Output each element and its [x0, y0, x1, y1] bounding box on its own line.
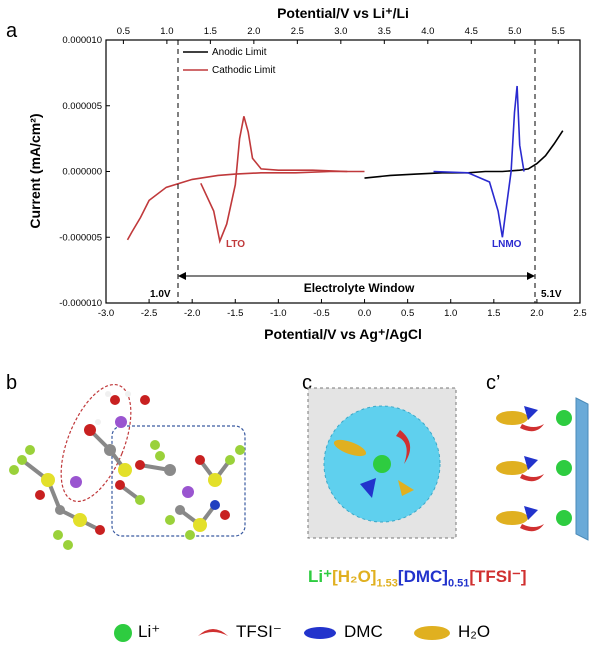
legend-tfsi: TFSI⁻ — [236, 622, 282, 641]
h2o-molecule — [333, 439, 367, 457]
y-tick-label: 0.000010 — [62, 35, 102, 46]
lto-label: LTO — [226, 239, 245, 250]
legend-li: Li⁺ — [138, 622, 161, 641]
li-atom-3 — [182, 486, 194, 498]
y-tick-label: -0.000010 — [59, 298, 102, 309]
x2-tick-label: 0.5 — [117, 26, 130, 37]
series-line-anodic-limit — [364, 130, 564, 179]
interface-row-3 — [496, 506, 572, 532]
solvation-sheath-diagram — [307, 387, 457, 539]
atoms — [9, 391, 245, 550]
lnmo-label: LNMO — [492, 239, 522, 250]
cv-chart: Potential/V vs Li⁺/Li Potential/V vs Ag⁺… — [27, 5, 587, 342]
legend-dmc: DMC — [344, 622, 383, 641]
electrolyte-formula: Li⁺[H₂O]1.53[DMC]0.51[TFSI⁻] — [308, 567, 527, 589]
interface-row-2 — [496, 456, 572, 482]
x-tick-label: 0.5 — [401, 308, 414, 319]
formula-li: Li⁺ — [308, 567, 333, 586]
x2-tick-label: 3.5 — [378, 26, 391, 37]
top-axis-title: Potential/V vs Li⁺/Li — [277, 5, 409, 21]
y-tick-label: -0.000005 — [59, 232, 102, 243]
formula-h2o-sub: 1.53 — [376, 577, 398, 590]
panel-label-c: c — [302, 372, 312, 394]
x2-tick-label: 2.5 — [291, 26, 304, 37]
dmc-cluster-outline — [111, 425, 246, 537]
x-tick-label: 2.5 — [573, 308, 586, 319]
x2-tick-label: 3.0 — [334, 26, 347, 37]
legend-h2o: H₂O — [458, 622, 491, 641]
x2-tick-label: 5.0 — [508, 26, 521, 37]
dmc-molecule-2 — [398, 480, 414, 496]
li-legend-icon — [114, 624, 132, 642]
li-ion — [373, 455, 391, 473]
panel-label-a: a — [6, 20, 18, 42]
panel-label-b: b — [6, 372, 18, 394]
x2-tick-label: 1.5 — [204, 26, 217, 37]
x2-tick-label: 4.0 — [421, 26, 434, 37]
h2o-legend-icon — [414, 626, 450, 640]
dmc-molecule-1 — [360, 478, 376, 498]
bottom-axis-title: Potential/V vs Ag⁺/AgCl — [264, 326, 422, 342]
series-line-lto — [200, 116, 348, 244]
series-line-cathodic-limit — [126, 170, 365, 241]
li-atom-1 — [115, 416, 127, 428]
electrode — [575, 397, 589, 541]
series-line-lnmo — [433, 85, 525, 238]
x2-tick-label: 2.0 — [247, 26, 260, 37]
formula-tfsi: [TFSI⁻] — [469, 567, 527, 586]
cv-legend: Anodic Limit Cathodic Limit — [183, 47, 276, 76]
tfsi-legend-icon — [198, 629, 228, 636]
h2o-cluster-outline — [60, 383, 132, 503]
window-arrow-left-head — [178, 272, 186, 280]
x2-tick-label: 5.5 — [552, 26, 565, 37]
x-tick-label: 1.0 — [444, 308, 457, 319]
x-tick-label: -0.5 — [313, 308, 329, 319]
x-tick-label: -2.5 — [141, 308, 157, 319]
interface-diagram — [496, 397, 589, 541]
molecular-structure — [9, 383, 246, 550]
y-tick-label: 0.000000 — [62, 167, 102, 178]
formula-dmc: [DMC] — [397, 567, 448, 586]
x2-tick-label: 1.0 — [160, 26, 173, 37]
y-axis-title: Current (mA/cm²) — [27, 113, 43, 228]
x-tick-label: -1.0 — [270, 308, 286, 319]
formula-dmc-sub: 0.51 — [447, 577, 470, 590]
x2-tick-label: 4.5 — [465, 26, 478, 37]
panel-label-c-prime: c’ — [486, 372, 501, 394]
dmc-legend-icon — [304, 627, 336, 639]
cv-series — [126, 85, 564, 244]
formula-h2o: [H₂O] — [332, 567, 377, 586]
y-tick-label: 0.000005 — [62, 101, 102, 112]
window-label: Electrolyte Window — [304, 281, 415, 295]
li-atom-2 — [70, 476, 82, 488]
x-tick-label: 0.0 — [358, 308, 371, 319]
legend-anodic: Anodic Limit — [212, 47, 267, 58]
left-limit-label: 1.0V — [150, 289, 171, 300]
cv-ticks: -3.0 -2.5 -2.0 -1.5 -1.0 -0.5 0.0 0.5 1.0 1.5 2.0 2… — [59, 26, 586, 319]
x-tick-label: 2.0 — [530, 308, 543, 319]
legend-cathodic: Cathodic Limit — [212, 65, 276, 76]
x-tick-label: -1.5 — [227, 308, 243, 319]
x-tick-label: -3.0 — [98, 308, 114, 319]
window-arrow-right-head — [527, 272, 535, 280]
tfsi-anion — [396, 430, 411, 464]
right-limit-label: 5.1V — [541, 289, 562, 300]
interface-row-1 — [496, 406, 572, 432]
species-legend: Li⁺ TFSI⁻ DMC H₂O — [0, 618, 600, 646]
x-tick-label: -2.0 — [184, 308, 200, 319]
x-tick-label: 1.5 — [487, 308, 500, 319]
